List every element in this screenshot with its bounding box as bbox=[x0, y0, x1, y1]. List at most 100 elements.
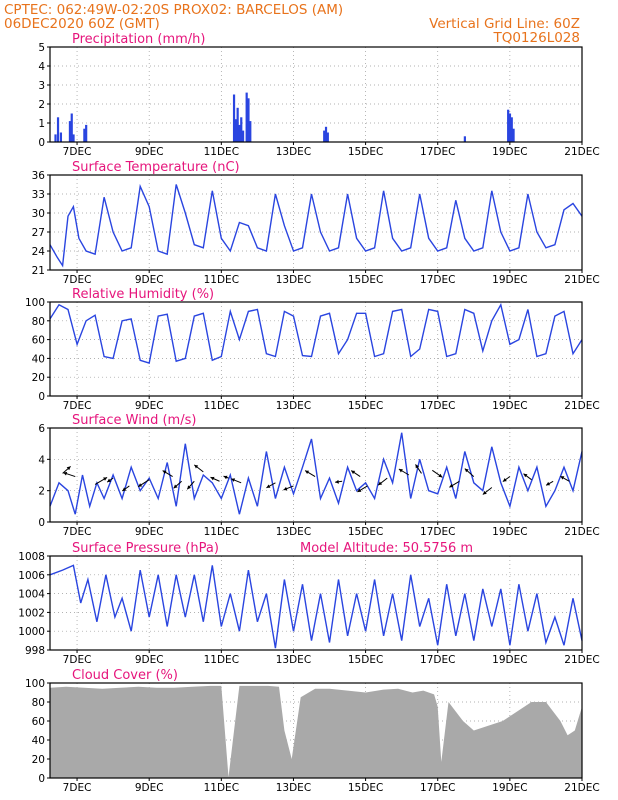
y-tick-label: 40 bbox=[32, 735, 45, 747]
x-tick-label: 13DEC bbox=[276, 146, 311, 158]
panel-title: Precipitation (mm/h) bbox=[72, 32, 205, 47]
x-tick-label: 13DEC bbox=[276, 782, 311, 794]
x-tick-label: 11DEC bbox=[204, 400, 239, 412]
y-tick-label: 36 bbox=[32, 170, 46, 182]
panel-title: Relative Humidity (%) bbox=[72, 287, 214, 302]
y-tick-label: 24 bbox=[32, 246, 46, 258]
y-tick-label: 20 bbox=[32, 372, 45, 384]
precip-bar bbox=[72, 134, 75, 142]
x-tick-label: 7DEC bbox=[63, 782, 92, 794]
cloud-area bbox=[50, 685, 582, 778]
y-tick-label: 1006 bbox=[18, 570, 45, 582]
precip-bar bbox=[241, 130, 245, 142]
x-tick-label: 21DEC bbox=[564, 654, 599, 666]
y-tick-label: 2 bbox=[38, 486, 45, 498]
y-tick-label: 1000 bbox=[18, 626, 45, 638]
precip-bar bbox=[507, 109, 510, 142]
precip-bar bbox=[54, 134, 57, 142]
y-tick-label: 6 bbox=[38, 423, 45, 435]
precip-bar bbox=[238, 124, 241, 142]
y-tick-label: 30 bbox=[32, 208, 45, 220]
y-tick-label: 33 bbox=[32, 189, 45, 201]
y-tick-label: 1004 bbox=[18, 589, 45, 601]
y-tick-label: 100 bbox=[25, 297, 45, 309]
y-tick-label: 0 bbox=[38, 137, 45, 149]
x-tick-label: 21DEC bbox=[564, 782, 599, 794]
y-tick-label: 20 bbox=[32, 754, 45, 766]
x-tick-label: 15DEC bbox=[348, 782, 383, 794]
precip-bar bbox=[236, 107, 239, 142]
x-tick-label: 9DEC bbox=[135, 782, 164, 794]
wind-arrowhead bbox=[283, 486, 288, 491]
wind-arrowhead bbox=[464, 468, 469, 473]
wind-arrowhead bbox=[449, 483, 454, 488]
x-tick-label: 9DEC bbox=[135, 654, 164, 666]
wind-arrowhead bbox=[305, 470, 310, 474]
x-tick-label: 7DEC bbox=[63, 400, 92, 412]
x-tick-label: 17DEC bbox=[420, 274, 455, 286]
precip-bar bbox=[68, 121, 72, 142]
panel-4: 998 1000 1002 1004 1006 1008 7DEC 9DEC 11DEC 13DE… bbox=[18, 541, 599, 666]
wind-arrowhead bbox=[335, 479, 339, 484]
y-tick-label: 998 bbox=[25, 645, 45, 657]
panel-title: Surface Wind (m/s) bbox=[72, 413, 196, 428]
wind-arrowhead bbox=[138, 483, 143, 487]
wind-arrowhead bbox=[194, 464, 199, 469]
panel-title: Cloud Cover (%) bbox=[72, 668, 178, 683]
x-tick-label: 17DEC bbox=[420, 400, 455, 412]
y-tick-label: 4 bbox=[38, 454, 45, 466]
x-tick-label: 11DEC bbox=[204, 526, 239, 538]
wind-arrowhead bbox=[351, 470, 356, 475]
wind-arrowhead bbox=[546, 481, 551, 486]
precip-bar bbox=[324, 126, 328, 142]
x-tick-label: 19DEC bbox=[492, 400, 527, 412]
plot-frame bbox=[49, 427, 583, 523]
plot-frame bbox=[49, 555, 583, 651]
precip-bar bbox=[249, 121, 252, 142]
y-tick-label: 2 bbox=[38, 99, 45, 111]
panel-annotation: Model Altitude: 50.5756 m bbox=[300, 541, 473, 556]
y-tick-label: 60 bbox=[32, 335, 45, 347]
panel-2: 0 20 40 60 80 100 7DEC 9DEC 11DEC 13DEC 15DEC 17DEC… bbox=[25, 287, 600, 412]
x-tick-label: 7DEC bbox=[63, 146, 92, 158]
plot-frame bbox=[49, 174, 583, 271]
wind-arrowhead bbox=[63, 471, 68, 476]
precip-bar bbox=[70, 113, 73, 142]
x-tick-label: 19DEC bbox=[492, 526, 527, 538]
plot-frame bbox=[49, 46, 583, 143]
wind-arrowhead bbox=[378, 481, 383, 486]
x-tick-label: 11DEC bbox=[204, 654, 239, 666]
series-line bbox=[49, 432, 583, 515]
panel-3: 0 2 4 6 7DEC 9DEC 11DEC 13DEC 15DEC 17DEC 19DEC 21D… bbox=[38, 413, 599, 538]
wind-arrowhead bbox=[398, 469, 403, 473]
series-line bbox=[49, 564, 583, 649]
x-tick-label: 11DEC bbox=[204, 274, 239, 286]
precip-bar bbox=[240, 117, 243, 142]
wind-arrowhead bbox=[560, 476, 565, 480]
y-tick-label: 0 bbox=[38, 391, 45, 403]
wind-arrowhead bbox=[173, 484, 178, 489]
x-tick-label: 15DEC bbox=[348, 526, 383, 538]
header-grid-line: Vertical Grid Line: 60Z bbox=[429, 16, 580, 32]
y-tick-label: 21 bbox=[32, 265, 45, 277]
wind-arrowhead bbox=[502, 478, 507, 482]
x-tick-label: 21DEC bbox=[564, 274, 599, 286]
precip-bar bbox=[326, 132, 329, 142]
x-tick-label: 13DEC bbox=[276, 400, 311, 412]
x-tick-label: 21DEC bbox=[564, 526, 599, 538]
header-run-time: 06DEC2020 60Z (GMT) bbox=[4, 16, 160, 32]
x-tick-label: 9DEC bbox=[135, 146, 164, 158]
x-tick-label: 9DEC bbox=[135, 400, 164, 412]
precip-bar bbox=[56, 117, 60, 142]
panel-title: Surface Pressure (hPa) bbox=[72, 541, 219, 556]
wind-arrowhead bbox=[231, 478, 236, 482]
x-tick-label: 21DEC bbox=[564, 400, 599, 412]
x-tick-label: 13DEC bbox=[276, 526, 311, 538]
wind-arrowhead bbox=[66, 466, 71, 471]
panel-0: 0 1 2 3 4 5 7DEC 9DEC 11DEC 13DEC 15DEC 17DEC 19DEC 2… bbox=[38, 32, 599, 158]
y-tick-label: 40 bbox=[32, 353, 45, 365]
precip-bar bbox=[83, 128, 86, 142]
precip-bar bbox=[232, 94, 236, 142]
header-model: TQ0126L028 bbox=[492, 30, 580, 46]
